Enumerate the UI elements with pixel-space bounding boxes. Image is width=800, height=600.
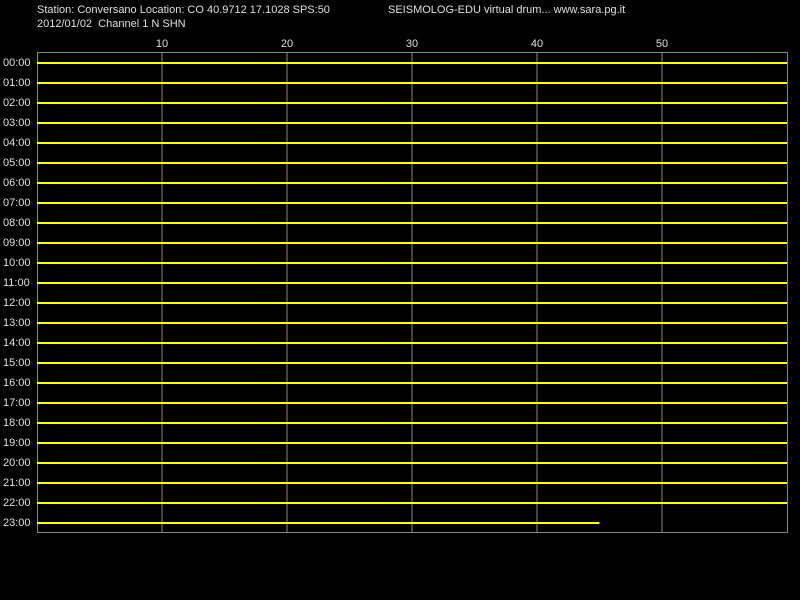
row-label: 03:00: [3, 117, 31, 129]
x-tick-label: 10: [156, 38, 168, 50]
row-label: 04:00: [3, 137, 31, 149]
chart-title-right: SEISMOLOG-EDU virtual drum... www.sara.p…: [388, 4, 625, 16]
x-tick-label: 40: [531, 38, 543, 50]
row-label: 06:00: [3, 177, 31, 189]
row-label: 16:00: [3, 377, 31, 389]
row-label: 05:00: [3, 157, 31, 169]
row-label: 14:00: [3, 337, 31, 349]
row-label: 02:00: [3, 97, 31, 109]
chart-subtitle: 2012/01/02 Channel 1 N SHN: [37, 18, 186, 30]
row-label: 19:00: [3, 437, 31, 449]
row-label: 10:00: [3, 257, 31, 269]
row-label: 22:00: [3, 497, 31, 509]
chart-title: Station: Conversano Location: CO 40.9712…: [37, 4, 330, 16]
row-label: 09:00: [3, 237, 31, 249]
row-label: 20:00: [3, 457, 31, 469]
row-label: 18:00: [3, 417, 31, 429]
x-tick-label: 30: [406, 38, 418, 50]
row-label: 08:00: [3, 217, 31, 229]
row-label: 12:00: [3, 297, 31, 309]
row-label: 23:00: [3, 517, 31, 529]
x-tick-label: 20: [281, 38, 293, 50]
row-label: 17:00: [3, 397, 31, 409]
row-label: 13:00: [3, 317, 31, 329]
row-label: 00:00: [3, 57, 31, 69]
row-label: 01:00: [3, 77, 31, 89]
row-label: 11:00: [3, 277, 30, 289]
row-label: 21:00: [3, 477, 31, 489]
row-label: 07:00: [3, 197, 31, 209]
x-tick-label: 50: [656, 38, 668, 50]
row-label: 15:00: [3, 357, 31, 369]
